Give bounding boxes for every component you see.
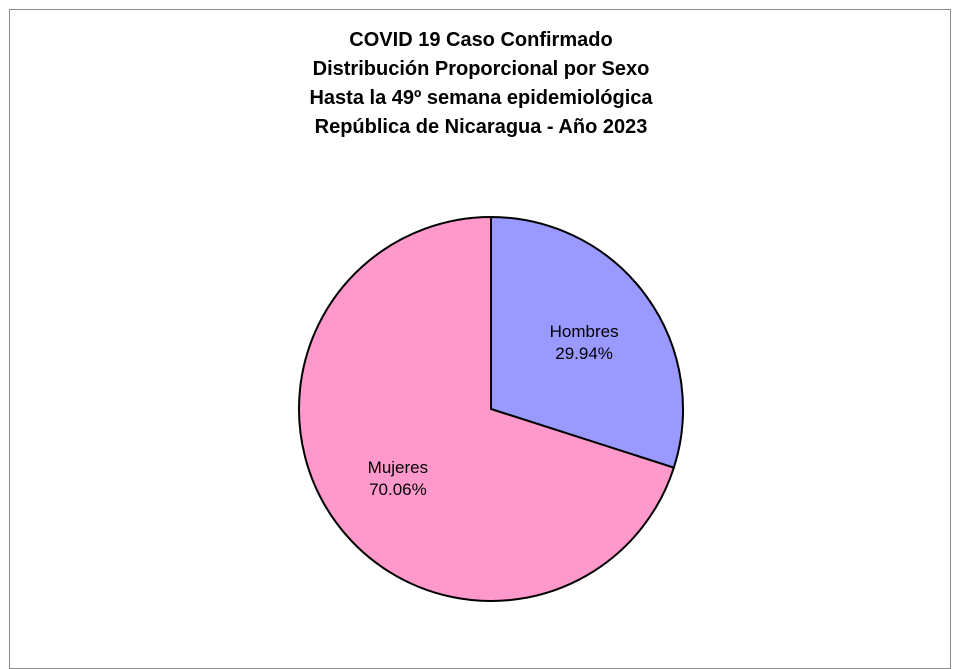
slice-category-label: Mujeres [368, 458, 428, 477]
slice-label-mujeres: Mujeres 70.06% [368, 458, 428, 499]
slice-value-label: 29.94% [555, 344, 613, 363]
chart-title: COVID 19 Caso Confirmado Distribución Pr… [0, 26, 962, 142]
title-line-3: Hasta la 49º semana epidemiológica [309, 87, 653, 109]
pie-slice-hombres [490, 215, 684, 469]
slice-label-hombres: Hombres 29.94% [550, 322, 619, 363]
slice-category-label: Hombres [550, 322, 619, 341]
title-line-4: República de Nicaragua - Año 2023 [314, 116, 648, 138]
title-line-2: Distribución Proporcional por Sexo [312, 58, 650, 80]
title-line-1: COVID 19 Caso Confirmado [349, 29, 613, 51]
pie-slice-mujeres [298, 215, 676, 602]
slice-value-label: 70.06% [369, 480, 427, 499]
